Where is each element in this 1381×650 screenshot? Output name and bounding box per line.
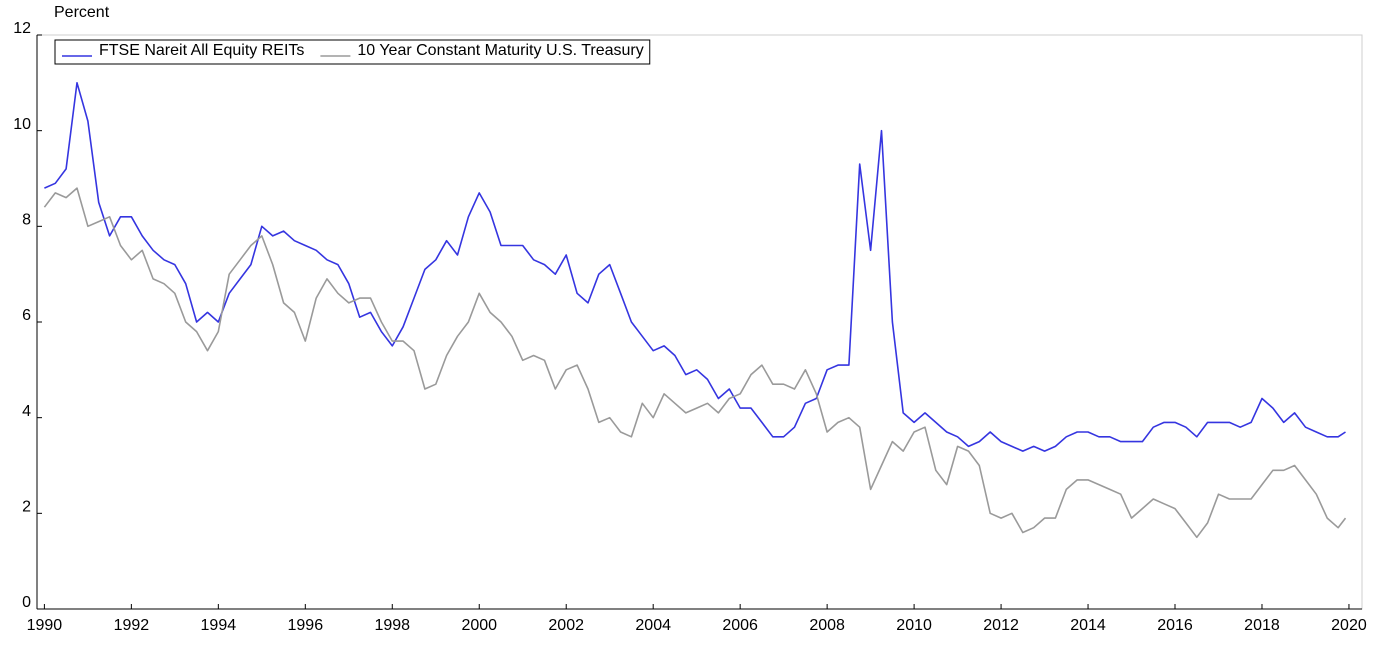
x-tick-label: 1998 bbox=[374, 617, 410, 634]
x-tick-label: 1990 bbox=[27, 617, 63, 634]
legend: FTSE Nareit All Equity REITs 10 Year Cons… bbox=[54, 39, 651, 65]
y-tick-label: 6 bbox=[22, 307, 31, 324]
x-tick-label: 2018 bbox=[1244, 617, 1280, 634]
legend-label: FTSE Nareit All Equity REITs bbox=[99, 42, 304, 59]
line-series bbox=[43, 187, 1347, 539]
x-tick-label: 2008 bbox=[809, 617, 845, 634]
y-axis-label: Percent bbox=[54, 4, 110, 21]
y-tick-label: 10 bbox=[13, 116, 31, 133]
x-tick-label: 2000 bbox=[461, 617, 497, 634]
x-tick-label: 2016 bbox=[1157, 617, 1193, 634]
legend-label: 10 Year Constant Maturity U.S. Treasury bbox=[357, 42, 643, 59]
y-tick-label: 12 bbox=[13, 20, 31, 37]
x-tick-label: 1996 bbox=[288, 617, 324, 634]
y-tick-label: 0 bbox=[22, 594, 31, 611]
x-tick-label: 2020 bbox=[1331, 617, 1367, 634]
line-series bbox=[44, 82, 1346, 452]
x-tick-label: 2002 bbox=[548, 617, 584, 634]
x-tick-label: 2010 bbox=[896, 617, 932, 634]
x-tick-label: 2014 bbox=[1070, 617, 1106, 634]
x-tick-label: 2012 bbox=[983, 617, 1019, 634]
plot-frame bbox=[36, 34, 1363, 610]
y-tick-label: 4 bbox=[22, 403, 31, 420]
x-tick-label: 2004 bbox=[635, 617, 671, 634]
y-tick-label: 8 bbox=[22, 212, 31, 229]
x-tick-label: 1994 bbox=[201, 617, 237, 634]
x-tick-label: 2006 bbox=[722, 617, 758, 634]
x-tick-label: 1992 bbox=[114, 617, 150, 634]
y-tick-label: 2 bbox=[22, 499, 31, 516]
legend-box bbox=[54, 39, 651, 65]
